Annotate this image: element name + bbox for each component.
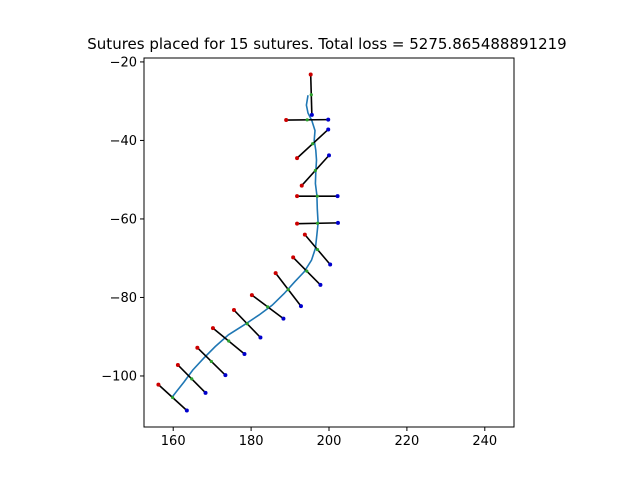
extraction-point [318,282,323,287]
wound-line [171,95,319,399]
insertion-point [295,156,300,161]
extraction-point [281,316,286,321]
suture-center-point [305,118,309,122]
axes: 160 180 200 220 240 −20 −40 −60 −80 −100 [101,55,497,449]
y-tick-label: −20 [110,55,137,70]
extraction-point [298,304,303,309]
insertion-point [249,293,254,298]
chart-title: Sutures placed for 15 sutures. Total los… [87,35,566,53]
extraction-point [184,408,189,413]
y-tick-label: −100 [101,369,137,384]
extraction-point [326,127,331,132]
suture-center-point [190,377,194,381]
extraction-point [223,373,228,378]
y-tick-label: −40 [110,134,137,149]
x-tick-label: 240 [472,434,497,449]
extraction-point [335,194,340,199]
extraction-point [203,390,208,395]
suture-center-point [313,168,317,173]
insertion-point [210,326,215,331]
insertion-point [273,271,278,276]
insertion-point [302,232,307,237]
suture-center-point [209,359,213,364]
suture-center-point [315,221,320,225]
extraction-point [328,262,333,267]
extraction-point [327,153,331,158]
insertion-point [175,362,180,367]
extraction-point [326,117,331,122]
insertion-point [156,382,161,387]
suture-center-point [305,269,309,273]
suture-center-point [315,194,319,198]
x-tick-label: 180 [239,434,264,449]
x-tick-label: 200 [317,434,342,449]
y-tick-label: −60 [110,212,137,227]
insertion-point [291,255,296,260]
insertion-point [284,118,289,123]
insertion-point [308,72,313,77]
x-tick-label: 220 [394,434,419,449]
extraction-point [309,112,314,117]
insertion-point [231,308,236,313]
plot-area [156,72,340,413]
x-tick-label: 160 [161,434,186,449]
suture-center-point [171,395,175,400]
extraction-point [258,335,263,340]
y-tick-label: −80 [110,291,137,306]
insertion-point [295,221,300,226]
suture-center-point [227,339,231,343]
suture-center-point [311,142,315,146]
suture-center-point [266,305,270,309]
extraction-point [335,220,340,225]
extraction-point [242,351,247,356]
insertion-point [295,194,300,199]
insertion-point [299,183,304,188]
axes-frame [143,57,515,428]
suture-center-point [286,288,290,292]
insertion-point [195,345,200,350]
suture-center-point [315,247,320,252]
suture-center-point [309,93,313,97]
suture-center-point [245,322,249,326]
